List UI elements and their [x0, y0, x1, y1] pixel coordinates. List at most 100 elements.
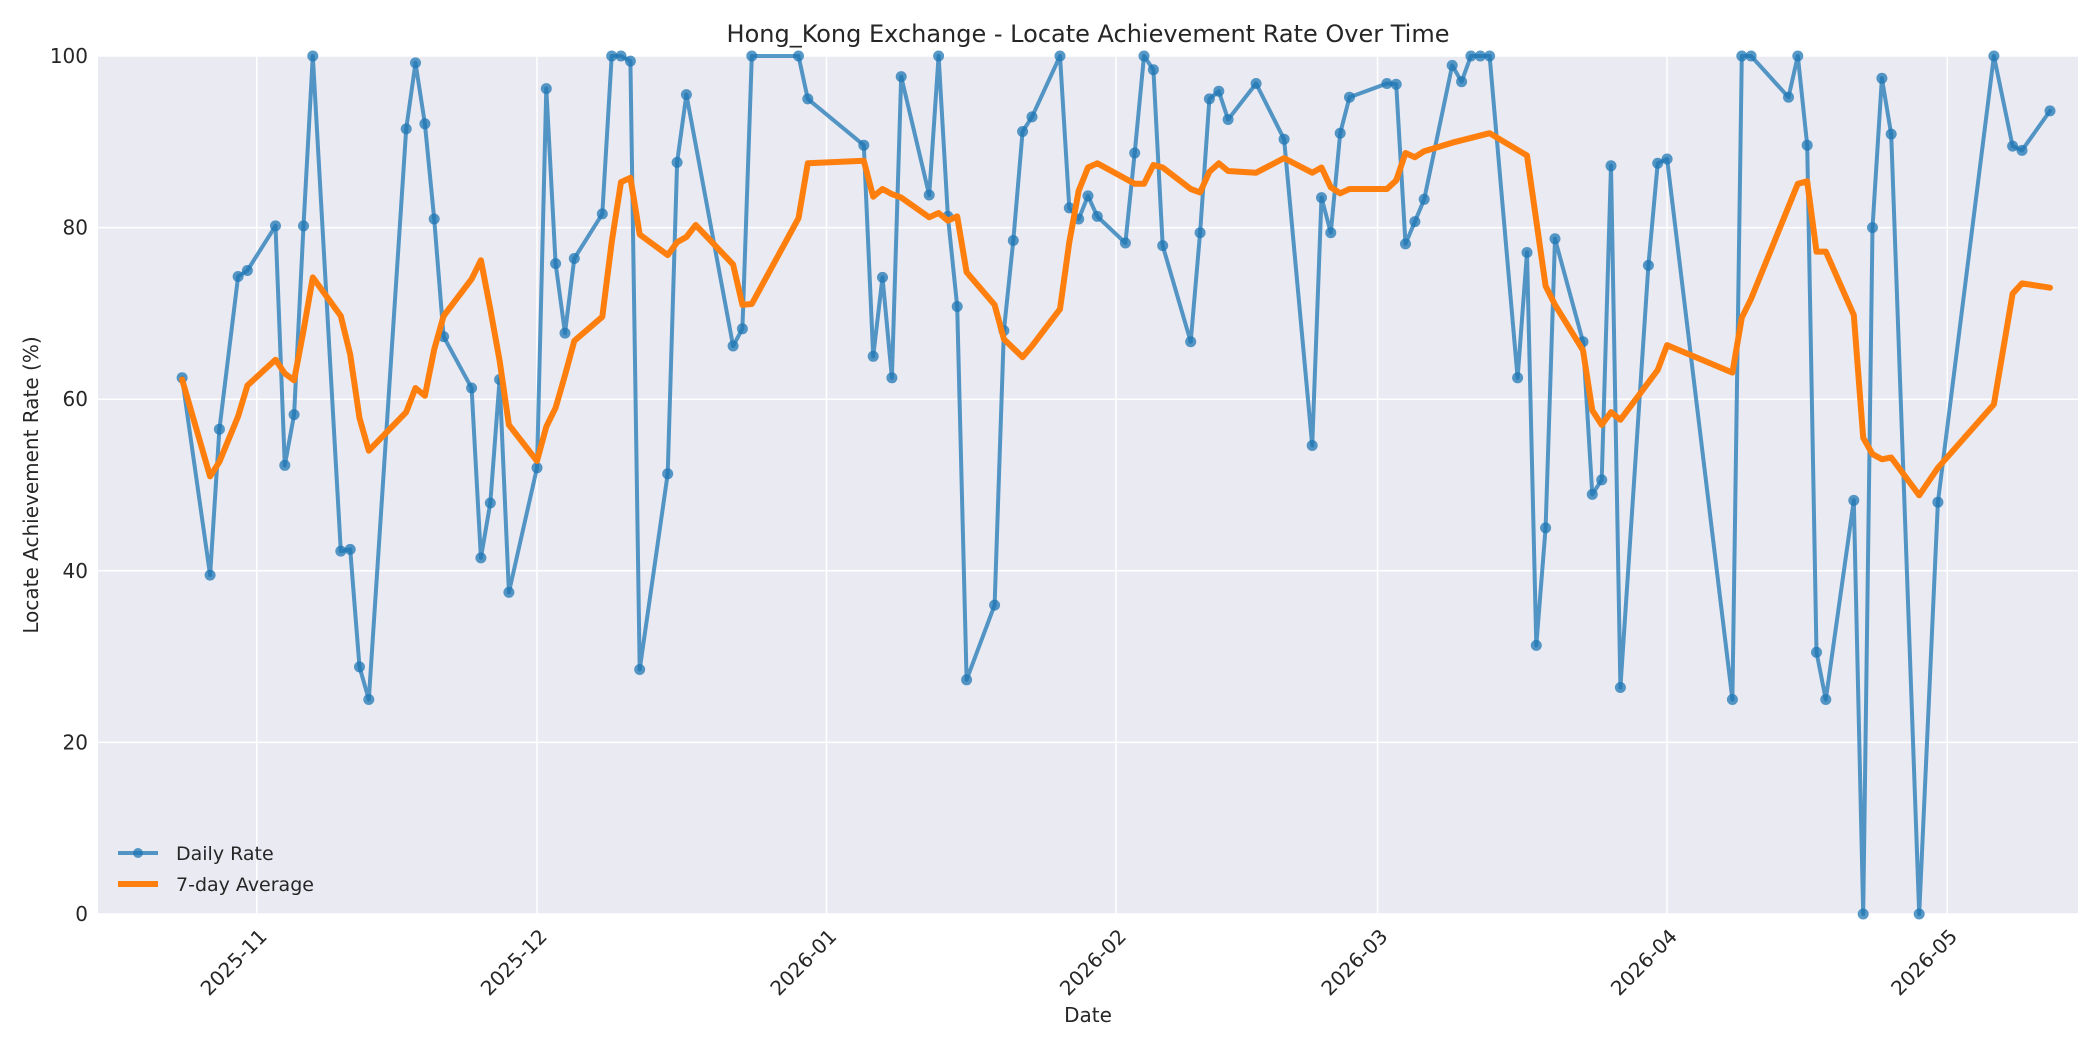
data-point-daily-rate [1316, 192, 1327, 204]
data-point-daily-rate [895, 71, 907, 83]
x-tick-label: 2026-01 [765, 924, 841, 1000]
data-point-daily-rate [1446, 59, 1458, 71]
data-point-daily-rate [531, 462, 543, 474]
data-point-daily-rate [232, 271, 244, 282]
series-group [176, 50, 2056, 920]
data-point-daily-rate [1278, 133, 1290, 145]
data-point-daily-rate [606, 50, 618, 62]
y-tick-label: 60 [63, 387, 88, 411]
data-point-daily-rate [858, 139, 870, 151]
data-point-daily-rate [1344, 91, 1355, 103]
data-point-daily-rate [2016, 144, 2028, 156]
data-point-daily-rate [1119, 237, 1131, 249]
data-point-daily-rate [1876, 72, 1888, 84]
series-line-7day-average [179, 130, 2053, 499]
data-point-daily-rate [363, 694, 375, 705]
data-point-daily-rate [335, 545, 347, 557]
data-point-daily-rate [923, 189, 935, 201]
data-point-daily-rate [1194, 227, 1206, 239]
legend-daily-rate-label: Daily Rate [176, 843, 274, 865]
data-point-daily-rate [1400, 238, 1411, 250]
data-point-daily-rate [1596, 474, 1608, 486]
data-point-daily-rate [1185, 336, 1197, 348]
data-point-daily-rate [2044, 105, 2056, 117]
chart-title: Hong_Kong Exchange - Locate Achievement … [727, 20, 1450, 48]
data-point-daily-rate [1726, 694, 1738, 705]
gridlines [98, 55, 2078, 915]
data-point-daily-rate [1614, 682, 1626, 693]
data-point-daily-rate [484, 497, 496, 509]
data-point-daily-rate [550, 258, 562, 270]
data-point-daily-rate [419, 118, 431, 130]
y-tick-label: 100 [50, 44, 88, 68]
data-point-daily-rate [1661, 153, 1673, 165]
data-point-daily-rate [951, 301, 963, 312]
data-point-daily-rate [559, 327, 571, 339]
x-tick-label: 2025-11 [196, 924, 272, 1000]
y-tick-label: 80 [63, 216, 88, 240]
data-point-daily-rate [288, 409, 300, 421]
data-point-daily-rate [400, 123, 412, 135]
data-point-daily-rate [961, 674, 973, 686]
data-point-daily-rate [466, 382, 478, 394]
data-point-daily-rate [624, 55, 636, 67]
data-point-daily-rate [1857, 908, 1869, 920]
legend: Daily Rate 7-day Average [118, 843, 314, 896]
data-point-daily-rate [1054, 50, 1066, 62]
x-tick-label: 2026-02 [1055, 924, 1131, 1000]
legend-7day-average-label: 7-day Average [176, 874, 314, 896]
y-axis-label: Locate Achievement Rate (%) [19, 336, 43, 633]
data-point-daily-rate [596, 208, 608, 220]
y-tick-label: 20 [63, 730, 88, 754]
data-point-daily-rate [1783, 91, 1794, 103]
data-point-daily-rate [1540, 522, 1552, 534]
data-point-daily-rate [615, 50, 627, 62]
x-axis-ticks: 2025-11 2025-12 2026-01 2026-02 2026-03 2026-… [196, 924, 1963, 1000]
data-point-daily-rate [1913, 908, 1925, 920]
data-point-daily-rate [1885, 128, 1897, 140]
data-point-daily-rate [802, 93, 814, 105]
data-point-daily-rate [213, 423, 225, 435]
data-point-daily-rate [989, 599, 1001, 611]
data-point-daily-rate [1418, 193, 1430, 205]
data-point-daily-rate [204, 569, 216, 581]
data-point-daily-rate [1007, 235, 1019, 246]
x-axis-label: Date [1064, 1003, 1112, 1027]
data-point-daily-rate [1138, 50, 1150, 62]
data-point-daily-rate [1325, 227, 1337, 239]
data-point-daily-rate [1867, 222, 1878, 234]
x-tick-label: 2026-04 [1606, 924, 1682, 1000]
data-point-daily-rate [671, 156, 683, 168]
data-point-daily-rate [1652, 157, 1664, 169]
data-point-daily-rate [354, 661, 365, 673]
data-point-daily-rate [1306, 440, 1318, 451]
data-point-daily-rate [503, 586, 515, 598]
data-point-daily-rate [736, 323, 748, 335]
x-tick-label: 2026-05 [1886, 924, 1962, 1000]
data-point-daily-rate [540, 83, 552, 95]
data-point-daily-rate [241, 265, 253, 276]
data-point-daily-rate [2007, 140, 2019, 152]
data-point-daily-rate [1848, 494, 1860, 506]
data-point-daily-rate [1530, 639, 1542, 651]
x-tick-label: 2025-12 [476, 924, 552, 1000]
data-point-daily-rate [1745, 50, 1757, 62]
data-point-daily-rate [1811, 646, 1822, 658]
legend-daily-rate-marker [133, 848, 143, 858]
plot-background [98, 56, 2078, 914]
data-point-daily-rate [1801, 139, 1813, 151]
data-point-daily-rate [1213, 85, 1225, 97]
data-point-daily-rate [475, 552, 487, 564]
data-point-daily-rate [793, 50, 804, 62]
data-point-daily-rate [1586, 488, 1598, 500]
data-point-daily-rate [1147, 64, 1159, 76]
data-point-daily-rate [1222, 114, 1234, 125]
data-point-daily-rate [1026, 111, 1038, 123]
data-point-daily-rate [1605, 160, 1617, 172]
data-point-daily-rate [270, 220, 281, 232]
data-point-daily-rate [1988, 50, 2000, 62]
data-point-daily-rate [1736, 50, 1748, 62]
y-tick-label: 40 [63, 559, 88, 583]
data-point-daily-rate [1549, 233, 1561, 245]
y-tick-label: 0 [75, 902, 88, 926]
